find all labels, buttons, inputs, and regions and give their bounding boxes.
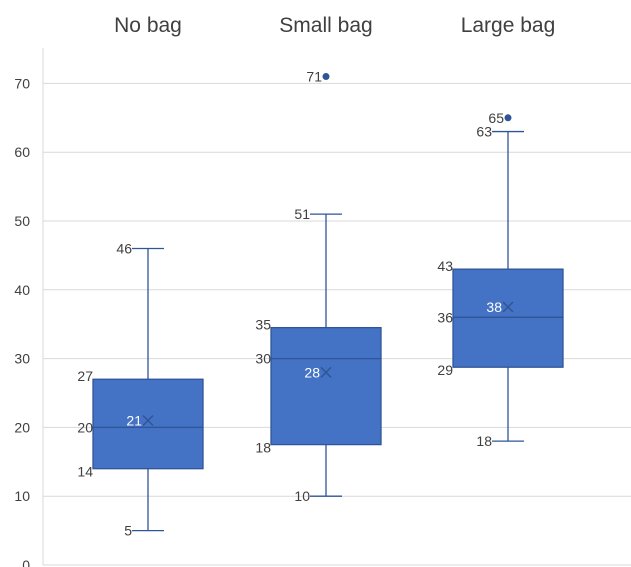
category-label: No bag <box>114 14 182 37</box>
category-label: Small bag <box>279 14 372 37</box>
mean-label: 38 <box>486 299 502 315</box>
q3-label: 43 <box>437 258 453 274</box>
median-label: 20 <box>77 419 93 435</box>
mean-marker <box>502 301 514 313</box>
q1-label: 18 <box>255 440 271 456</box>
y-tick-label: 50 <box>14 213 30 229</box>
mean-marker <box>320 366 332 378</box>
y-axis: 0 10 20 30 40 50 60 70 <box>14 48 44 567</box>
y-tick-label: 10 <box>14 488 30 504</box>
category-label: Large bag <box>461 14 556 37</box>
max-label: 51 <box>294 206 310 222</box>
mean-label: 28 <box>304 364 320 380</box>
q1-label: 29 <box>437 362 453 378</box>
box-group: 21 46 5 27 14 20 <box>77 241 204 539</box>
mean-marker <box>142 414 154 427</box>
y-tick-label: 20 <box>14 419 30 435</box>
outlier-point <box>322 73 330 81</box>
y-tick-label: 30 <box>14 351 30 367</box>
iqr-box <box>270 326 382 446</box>
iqr-box <box>452 268 564 368</box>
min-label: 5 <box>124 523 132 539</box>
max-label: 46 <box>116 241 132 257</box>
median-label: 30 <box>255 351 271 367</box>
y-tick-label: 0 <box>22 557 30 567</box>
min-label: 10 <box>294 488 310 504</box>
q3-label: 35 <box>255 317 271 333</box>
y-tick-label: 60 <box>14 144 30 160</box>
max-label: 63 <box>476 124 492 140</box>
iqr-box <box>92 378 204 470</box>
q1-label: 14 <box>77 464 93 480</box>
y-tick-label: 40 <box>14 282 30 298</box>
outlier-point <box>504 114 512 122</box>
category-labels: No bag Small bag Large bag <box>114 14 555 37</box>
outlier-label: 65 <box>488 110 504 126</box>
box-group: 28 71 51 10 35 18 30 <box>255 69 382 504</box>
mean-label: 21 <box>126 413 142 429</box>
q3-label: 27 <box>77 368 93 384</box>
min-label: 18 <box>476 433 492 449</box>
median-label: 36 <box>437 309 453 325</box>
y-tick-label: 70 <box>14 75 30 91</box>
outlier-label: 71 <box>306 69 322 85</box>
